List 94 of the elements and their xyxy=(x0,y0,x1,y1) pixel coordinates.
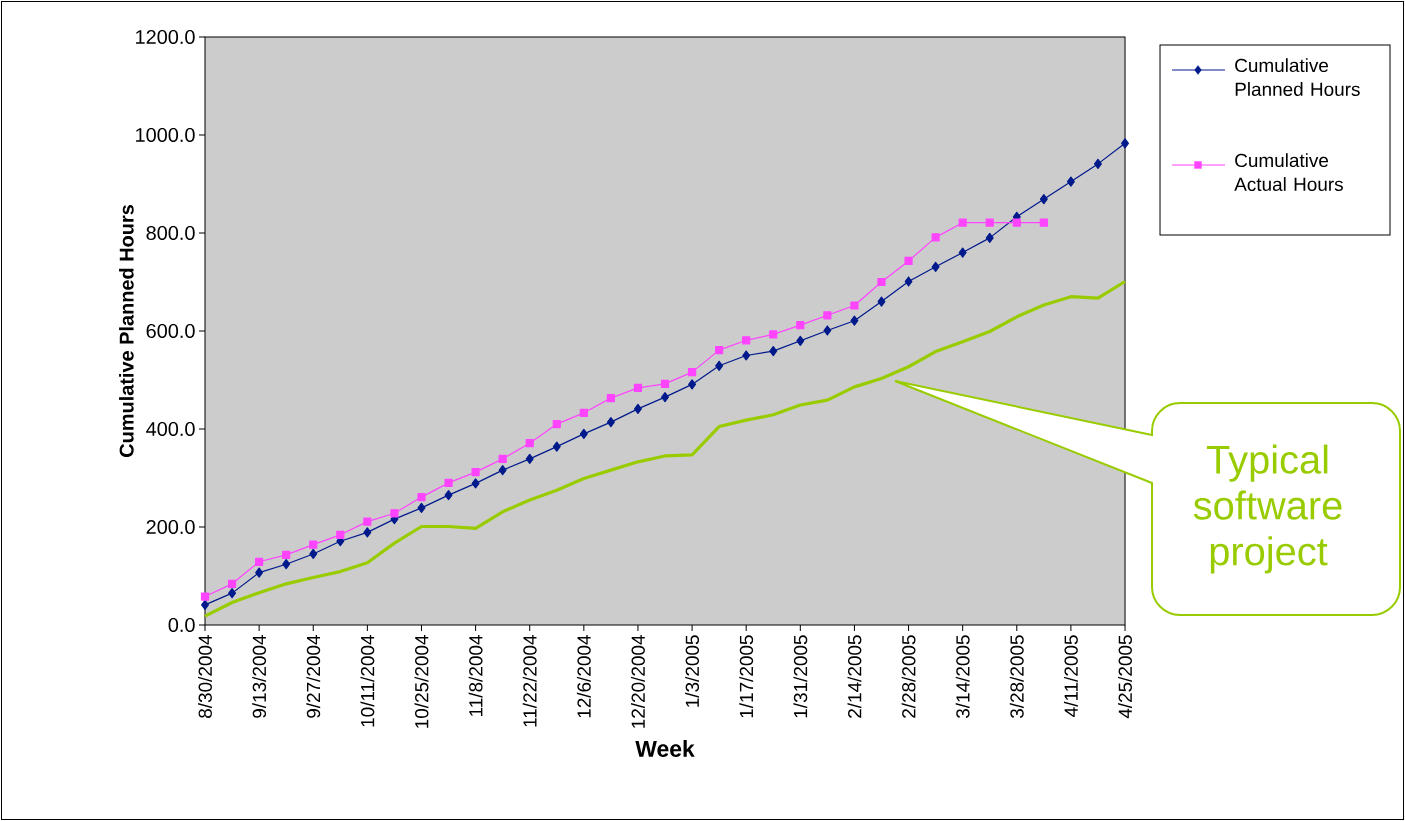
x-tick-label: 4/11/2005 xyxy=(1063,635,1078,717)
line-series xyxy=(203,279,1127,618)
point xyxy=(309,548,318,560)
x-tick-label: 12/6/2004 xyxy=(576,635,591,718)
point xyxy=(742,336,751,345)
x-axis-title: Week xyxy=(635,740,695,757)
point xyxy=(633,403,642,414)
x-tick-label: 1/3/2005 xyxy=(685,635,700,707)
point xyxy=(661,392,669,403)
point xyxy=(1012,218,1021,227)
point xyxy=(1093,158,1102,169)
point xyxy=(309,540,318,549)
legend-label: Cumulative Planned Hours xyxy=(1235,58,1360,96)
point xyxy=(255,557,264,566)
point xyxy=(877,277,886,287)
point xyxy=(363,517,372,526)
point xyxy=(417,493,426,502)
point xyxy=(823,325,832,336)
y-tick-label: 1000.0 xyxy=(136,127,195,143)
point xyxy=(687,368,697,377)
text: Typical software project xyxy=(1193,444,1342,574)
point xyxy=(660,379,670,389)
point xyxy=(1066,176,1075,187)
x-tick-label: 10/11/2004 xyxy=(360,635,375,727)
x-tick-label: 1/31/2005 xyxy=(793,635,808,718)
point xyxy=(227,579,237,588)
point xyxy=(255,567,264,578)
x-tick-label: 8/30/2004 xyxy=(198,635,212,718)
point xyxy=(688,379,697,390)
point xyxy=(444,478,453,487)
x-tick-label: 3/28/2005 xyxy=(1009,635,1024,719)
point xyxy=(769,345,778,357)
point xyxy=(1121,138,1129,149)
point xyxy=(715,346,724,355)
point xyxy=(200,592,210,601)
point xyxy=(579,408,588,417)
point xyxy=(417,502,426,513)
y-tick-label: 400.0 xyxy=(146,421,195,437)
point xyxy=(606,394,615,403)
x-tick-label: 12/20/2004 xyxy=(631,635,645,728)
point xyxy=(471,478,480,489)
point xyxy=(498,454,507,463)
y-tick-label: 600.0 xyxy=(146,323,195,339)
point xyxy=(985,232,994,243)
point xyxy=(931,233,940,242)
legend-label: Cumulative Actual Hours xyxy=(1234,153,1343,191)
point xyxy=(282,559,291,570)
y-tick-label: 0.0 xyxy=(168,617,195,633)
point xyxy=(228,588,237,599)
point xyxy=(904,256,913,266)
point xyxy=(606,417,615,428)
point xyxy=(904,276,913,287)
point xyxy=(850,301,859,310)
x-tick-label: 3/14/2005 xyxy=(955,635,970,719)
x-tick-label: 11/22/2004 xyxy=(522,635,537,727)
point xyxy=(336,530,345,539)
point xyxy=(850,315,859,326)
y-tick-label: 1200.0 xyxy=(136,29,195,45)
point xyxy=(498,465,507,476)
y-axis-title: Cumulative Planned Hours xyxy=(119,205,134,457)
point xyxy=(579,428,588,439)
point xyxy=(958,247,967,258)
point xyxy=(390,509,399,518)
point xyxy=(769,330,778,339)
x-tick-label: 11/8/2004 xyxy=(468,635,483,716)
y-tick-label: 200.0 xyxy=(146,519,195,535)
x-tick-label: 2/14/2005 xyxy=(847,635,862,718)
point xyxy=(796,321,805,330)
point xyxy=(931,261,940,272)
point xyxy=(552,441,561,452)
point xyxy=(796,335,805,346)
x-tick-label: 2/28/2005 xyxy=(901,635,916,718)
x-tick-label: 4/25/2005 xyxy=(1118,635,1132,719)
point xyxy=(552,419,561,429)
point xyxy=(985,218,994,227)
point xyxy=(1039,218,1048,227)
x-tick-label: 9/13/2004 xyxy=(252,635,267,718)
point xyxy=(877,296,886,307)
y-tick-label: 800.0 xyxy=(146,225,195,241)
point xyxy=(525,453,534,464)
point xyxy=(633,383,643,392)
point xyxy=(282,550,291,560)
x-tick-label: 9/27/2004 xyxy=(306,635,321,718)
x-tick-label: 1/17/2005 xyxy=(739,635,754,718)
point xyxy=(823,311,832,320)
point xyxy=(958,218,967,227)
point xyxy=(525,439,534,448)
point xyxy=(471,468,480,477)
point xyxy=(742,350,751,361)
x-tick-label: 10/25/2004 xyxy=(414,635,429,728)
point xyxy=(444,490,453,501)
point xyxy=(715,360,724,371)
point xyxy=(363,527,372,538)
point xyxy=(1039,194,1048,205)
